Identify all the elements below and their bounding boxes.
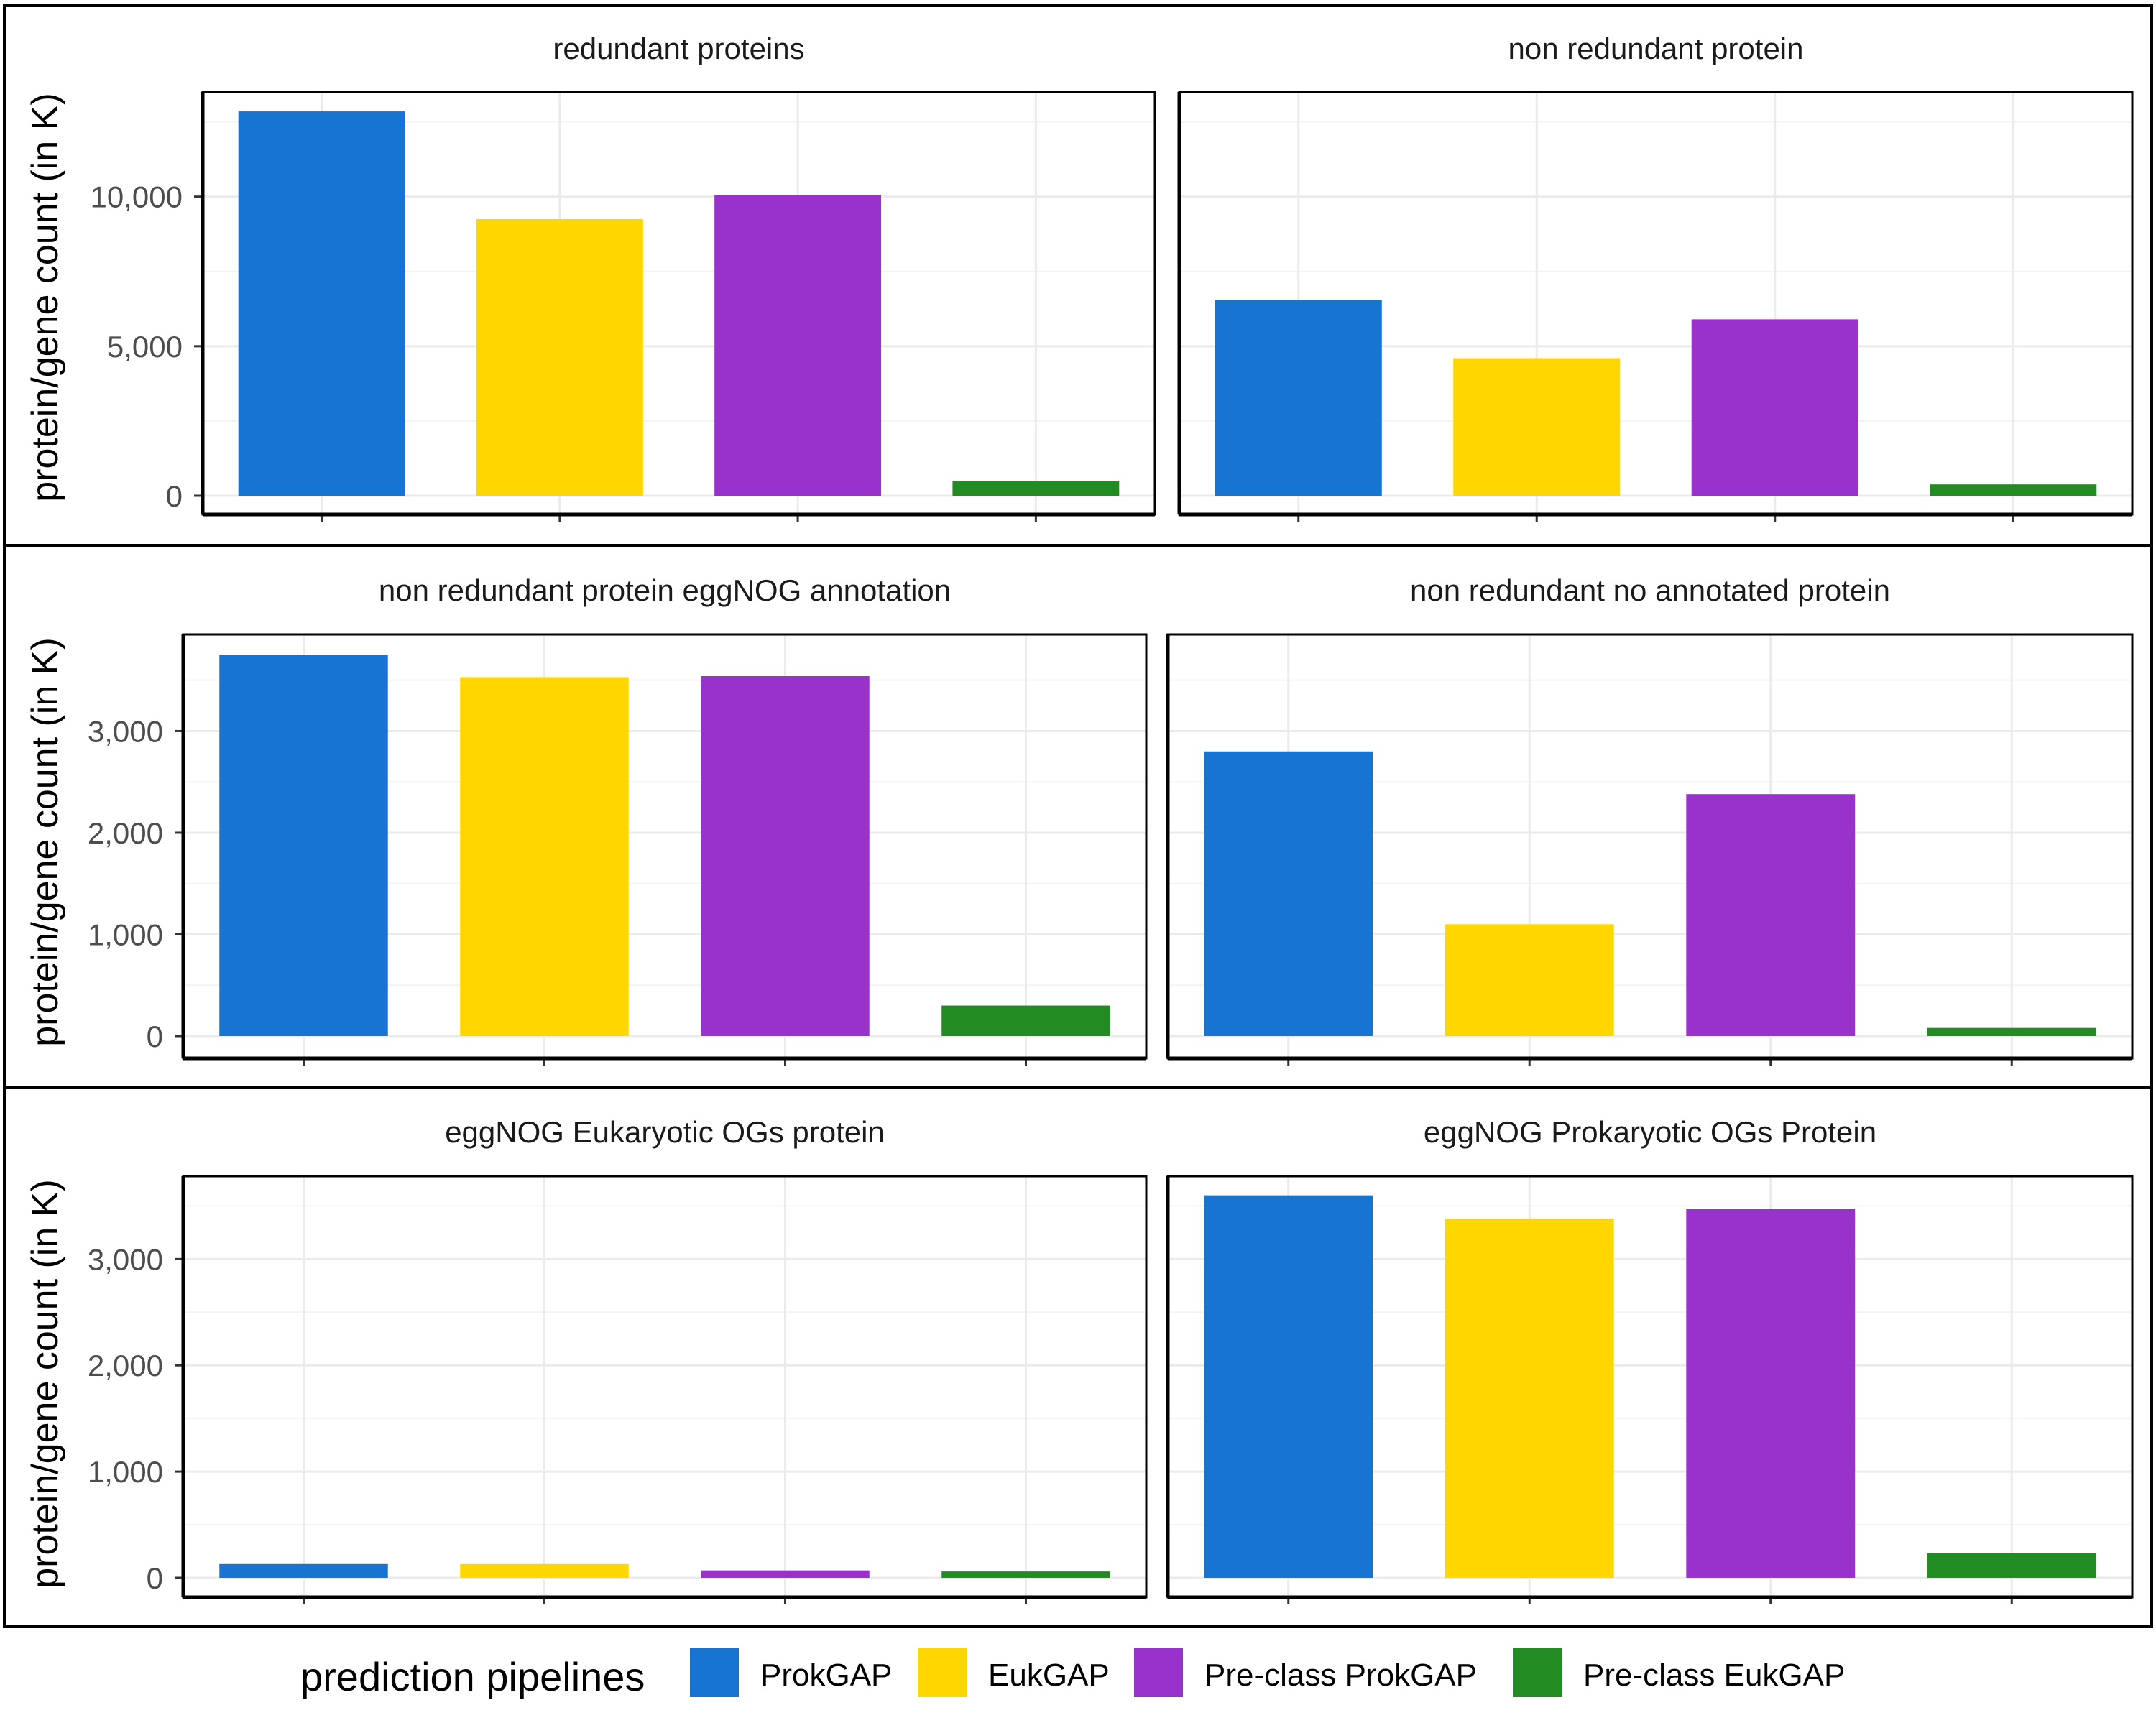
y-tick-label: 10,000: [91, 180, 183, 214]
bar-pre-class-prokgap: [701, 1570, 870, 1578]
panel-1-1: redundant proteins: [201, 32, 1156, 522]
bar-prokgap: [1204, 1195, 1373, 1578]
bar-pre-class-prokgap: [1686, 1209, 1856, 1578]
legend-label-eukgap: EukGAP: [988, 1658, 1110, 1693]
bar-pre-class-prokgap: [701, 676, 870, 1036]
y-tick-label: 2,000: [88, 816, 163, 850]
legend-swatch-pre-class-eukgap: [1513, 1648, 1562, 1697]
bar-eukgap: [476, 218, 643, 496]
legend-swatch-prokgap: [690, 1648, 739, 1697]
bar-prokgap: [238, 111, 405, 496]
bar-pre-class-eukgap: [941, 1571, 1110, 1578]
y-axis-label: protein/gene count (in K): [24, 93, 66, 502]
legend-title: prediction pipelines: [300, 1654, 645, 1699]
row-frame: [3, 1086, 2153, 1628]
facet-row-1: protein/gene count (in K) 0 5,000 10,000 red…: [3, 4, 2153, 547]
bar-pre-class-prokgap: [714, 195, 882, 496]
y-tick-label: 2,000: [88, 1349, 163, 1382]
y-tick-label: 0: [147, 1020, 163, 1053]
legend-swatch-eukgap: [918, 1648, 967, 1697]
panel-title: non redundant no annotated protein: [1410, 573, 1890, 607]
bar-pre-class-prokgap: [1686, 794, 1856, 1036]
bar-pre-class-eukgap: [1927, 1027, 2096, 1036]
panel-title: non redundant protein eggNOG annotation: [379, 573, 951, 607]
y-tick-label: 1,000: [88, 918, 163, 951]
panel-3-2: eggNOG Prokaryotic OGs Protein: [1166, 1115, 2134, 1604]
bar-prokgap: [219, 655, 388, 1036]
bar-pre-class-prokgap: [1691, 319, 1858, 496]
y-axis-label: protein/gene count (in K): [24, 637, 66, 1046]
y-tick-label: 0: [166, 479, 183, 513]
bar-eukgap: [1453, 358, 1621, 496]
legend-label-pre-class-prokgap: Pre-class ProkGAP: [1204, 1658, 1477, 1693]
panel-3-1: eggNOG Eukaryotic OGs protein: [181, 1115, 1148, 1604]
legend-swatch-pre-class-prokgap: [1134, 1648, 1183, 1697]
panel-2-2: non redundant no annotated protein: [1166, 573, 2134, 1066]
panel-title: eggNOG Prokaryotic OGs Protein: [1424, 1115, 1876, 1149]
legend-label-pre-class-eukgap: Pre-class EukGAP: [1583, 1658, 1845, 1693]
y-tick-label: 5,000: [107, 330, 183, 364]
bar-eukgap: [1445, 1219, 1614, 1578]
bar-pre-class-eukgap: [941, 1005, 1110, 1036]
y-tick-label: 3,000: [88, 1242, 163, 1276]
bar-prokgap: [1204, 751, 1373, 1036]
bar-prokgap: [1215, 300, 1382, 496]
panel-title: redundant proteins: [553, 32, 804, 65]
bar-prokgap: [219, 1563, 388, 1578]
bar-pre-class-eukgap: [1930, 484, 2097, 496]
bar-pre-class-eukgap: [1927, 1553, 2096, 1578]
legend-label-prokgap: ProkGAP: [760, 1658, 892, 1693]
y-tick-label: 0: [147, 1561, 163, 1595]
y-tick-label: 3,000: [88, 714, 163, 748]
panel-1-2: non redundant protein: [1177, 32, 2134, 522]
bar-eukgap: [460, 1563, 629, 1578]
y-tick-label: 1,000: [88, 1455, 163, 1489]
bar-pre-class-eukgap: [952, 481, 1120, 496]
panel-title: non redundant protein: [1508, 32, 1804, 65]
facet-row-3: protein/gene count (in K) 0 1,000 2,000 3,00…: [3, 1086, 2153, 1628]
panel-title: eggNOG Eukaryotic OGs protein: [445, 1115, 885, 1149]
facet-row-2: protein/gene count (in K) 0 1,000 2,000 3,00…: [3, 544, 2153, 1089]
bar-eukgap: [1445, 924, 1614, 1036]
y-axis-label: protein/gene count (in K): [24, 1179, 66, 1588]
bar-eukgap: [460, 677, 629, 1036]
panel-2-1: non redundant protein eggNOG annotation: [181, 573, 1148, 1066]
legend: prediction pipelines ProkGAP EukGAP Pre-…: [300, 1648, 1845, 1699]
panel-border: [182, 1175, 1148, 1599]
